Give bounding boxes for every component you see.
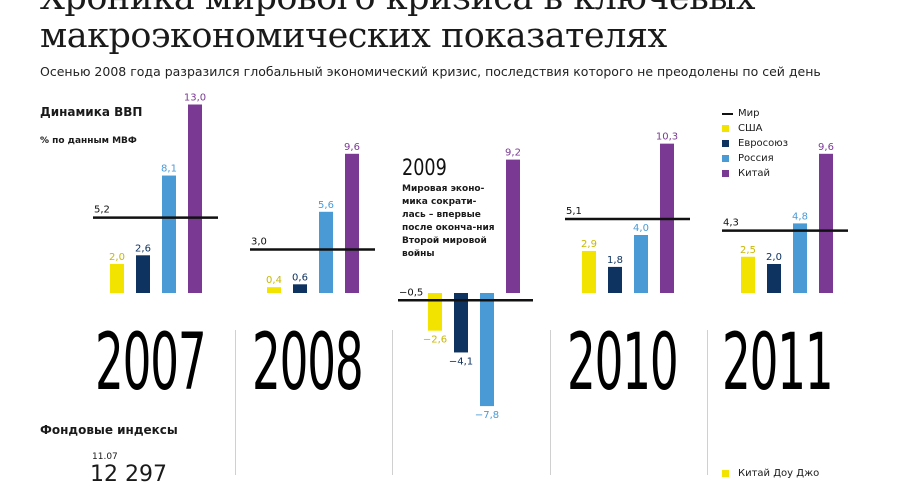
page-title-line1: Хроника мирового кризиса в ключевых	[40, 0, 755, 18]
divider	[707, 330, 708, 475]
divider	[235, 330, 236, 475]
legend-swatch	[722, 140, 729, 147]
index-legend: Китай Доу Джо	[722, 468, 819, 479]
bar-value-label: 13,0	[184, 93, 206, 104]
gdp-section-label: Динамика ВВП	[40, 105, 143, 119]
bar-value-label: 10,3	[656, 132, 678, 143]
legend-label: Китай	[738, 168, 771, 179]
legend-swatch	[722, 155, 729, 162]
bar-2009-0	[428, 293, 442, 331]
annotation-text: Мировая эконо-мика сократи-лась – впервы…	[402, 184, 495, 259]
index-section-label: Фондовые индексы	[40, 423, 178, 437]
legend-item-usa: США	[722, 121, 788, 136]
bar-value-label: 9,2	[505, 148, 521, 159]
bar-2011-1	[767, 264, 781, 293]
legend-item-eu: Евросоюз	[722, 136, 788, 151]
bar-2009-1	[454, 293, 468, 353]
bar-2007-2	[162, 175, 176, 293]
legend-item-russia: Россия	[722, 151, 788, 166]
legend-swatch	[722, 170, 729, 177]
year-label-2008: 2008	[252, 318, 364, 408]
bar-2008-1	[293, 284, 307, 293]
year-label-2007: 2007	[95, 318, 207, 408]
page-subtitle: Осенью 2008 года разразился глобальный э…	[40, 64, 821, 79]
bar-value-label: 9,6	[344, 142, 360, 153]
bar-2010-1	[608, 266, 622, 293]
bar-value-label: −2,6	[423, 335, 447, 346]
bar-value-label: −4,1	[449, 356, 473, 367]
world-value-label: 5,2	[94, 205, 110, 216]
world-value-label: −0,5	[399, 287, 423, 298]
crisis-annotation: 2009 Мировая эконо-мика сократи-лась – в…	[402, 156, 497, 261]
bar-value-label: 2,0	[109, 252, 125, 263]
bar-2007-3	[188, 104, 202, 293]
chart-legend: Мир США Евросоюз Россия Китай	[722, 106, 788, 181]
legend-item-world: Мир	[722, 106, 788, 121]
bar-value-label: 1,8	[607, 255, 623, 266]
bar-value-label: 2,5	[740, 245, 756, 256]
index-legend-label: Китай Доу Джо	[738, 468, 820, 479]
legend-label: Мир	[738, 108, 760, 119]
page-title-line2: макроэкономических показателях	[40, 16, 667, 56]
legend-swatch	[722, 125, 729, 132]
gdp-chart: 2,0 2,6 8,1 13,0 5,2 0,4 0,6 5,6 9,6 3,0 −2,6−4,1 −…	[93, 93, 848, 421]
bar-value-label: 8,1	[161, 164, 177, 175]
year-label-2011: 2011	[722, 318, 834, 408]
legend-item-china: Китай	[722, 166, 788, 181]
bar-2008-2	[319, 211, 333, 293]
bar-2009-2	[480, 293, 494, 407]
index-legend-swatch	[722, 470, 729, 477]
bar-value-label: 2,0	[766, 252, 782, 263]
bar-2007-1	[136, 255, 150, 293]
legend-label: Евросоюз	[738, 138, 789, 149]
year-label-2010: 2010	[567, 318, 679, 408]
bar-value-label: 2,9	[581, 239, 597, 250]
gdp-source-note: % по данным МВФ	[40, 136, 137, 146]
annotation-year: 2009	[402, 156, 447, 181]
divider	[550, 330, 551, 475]
bar-value-label: 4,0	[633, 223, 649, 234]
bar-2010-0	[582, 250, 596, 293]
bar-value-label: 5,6	[318, 200, 334, 211]
bar-2011-2	[793, 223, 807, 293]
bar-2010-2	[634, 235, 648, 293]
bar-value-label: 9,6	[818, 142, 834, 153]
index-date: 11.07	[92, 452, 118, 462]
world-value-label: 3,0	[251, 237, 267, 248]
legend-label: Россия	[738, 153, 774, 164]
bar-value-label: −7,8	[475, 410, 499, 421]
world-value-label: 5,1	[566, 206, 582, 217]
divider	[392, 330, 393, 475]
bar-2007-0	[110, 264, 124, 293]
bar-value-label: 0,4	[266, 275, 282, 286]
bar-2011-3	[819, 153, 833, 293]
bar-2008-0	[267, 287, 281, 293]
bar-2008-3	[345, 153, 359, 293]
legend-label: США	[738, 123, 763, 134]
bar-value-label: 2,6	[135, 243, 151, 254]
bar-value-label: 4,8	[792, 211, 808, 222]
legend-line-marker	[722, 112, 733, 115]
bar-2011-0	[741, 256, 755, 293]
bar-value-label: 0,6	[292, 272, 308, 283]
bar-2009-3	[506, 159, 520, 293]
world-value-label: 4,3	[723, 218, 739, 229]
